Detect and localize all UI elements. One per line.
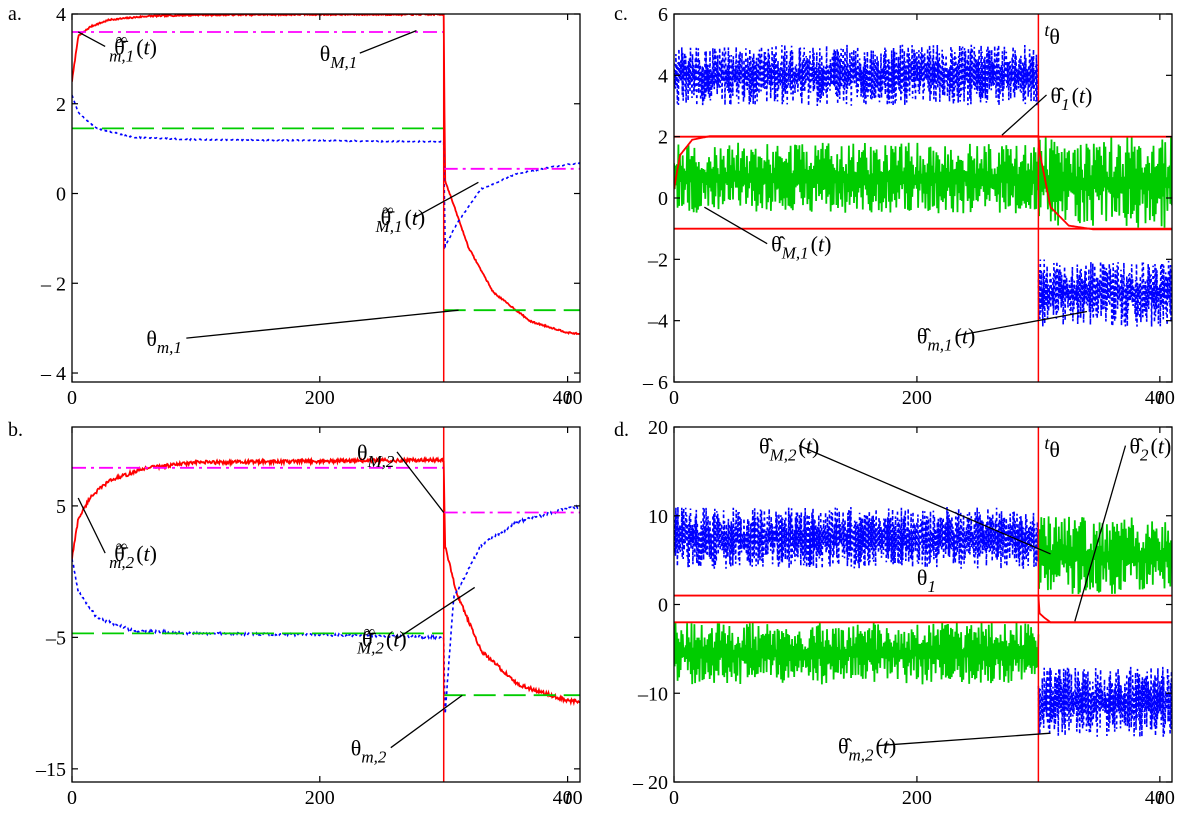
y-tick-label: 20 — [648, 417, 668, 439]
annotation-label: θ̂M,1(t) — [771, 232, 831, 263]
x-tick-label: 0 — [669, 387, 679, 409]
annotation-label: θm,2 — [351, 736, 387, 767]
series-line — [72, 455, 580, 707]
y-tick-label: 0 — [56, 184, 66, 206]
y-tick-label: 5 — [56, 496, 66, 518]
panel-label: c. — [614, 3, 628, 25]
panel-label: d. — [614, 419, 629, 441]
annotation-leader — [359, 30, 417, 54]
series-line — [72, 504, 580, 714]
y-tick-label: –5 — [45, 627, 66, 649]
series-line — [674, 44, 1039, 107]
y-tick-label: – 20 — [632, 772, 668, 794]
x-axis-label: t — [565, 384, 572, 409]
y-tick-label: 2 — [56, 94, 66, 116]
x-tick-label: 0 — [669, 787, 679, 809]
y-tick-label: 4 — [658, 65, 668, 87]
annotation-label: θm,1 — [146, 326, 182, 357]
plot-area — [674, 506, 1172, 738]
x-tick-label: 200 — [902, 387, 932, 409]
panel-d: d. 0 200 400 20 10 0 –10 – 20 t tθ θ̂M,2(t) θ̂2(t) θ1… — [614, 417, 1175, 809]
x-axis-label: t — [565, 784, 572, 809]
annotation-leader — [415, 181, 479, 218]
series-line — [674, 594, 1172, 624]
x-tick-label: 200 — [305, 387, 335, 409]
switch-time-label: tθ — [1044, 433, 1060, 462]
y-tick-label: –10 — [637, 683, 668, 705]
series-line — [1037, 516, 1172, 595]
y-tick-label: – 2 — [40, 273, 66, 295]
annotation-leader — [396, 586, 476, 640]
annotation-label: θM,1 — [320, 41, 357, 72]
annotation-label: θ̄∞ m,1(t) — [109, 31, 157, 65]
annotation-label: θ̂1(t) — [1051, 83, 1093, 114]
y-tick-label: –15 — [35, 759, 66, 781]
plot-frame — [71, 13, 581, 383]
series-line — [1037, 666, 1172, 738]
x-tick-label: 200 — [902, 787, 932, 809]
plot-area — [674, 44, 1172, 327]
x-tick-label: 0 — [67, 387, 77, 409]
x-tick-label: 400 — [1145, 387, 1175, 409]
x-tick-label: 200 — [305, 787, 335, 809]
plot-frame — [71, 426, 581, 783]
annotation-leader — [396, 451, 445, 513]
panel-b: b. 0 200 400 5 –5 –15 t θ̄∞ m,2(t) θM,2 θ̄∞ M,2(t) θm… — [8, 419, 583, 809]
annotation-label: θ1 — [917, 565, 936, 596]
annotation-label: θ̂2(t) — [1129, 434, 1171, 465]
plot-frame — [673, 426, 1173, 783]
annotation-leader — [77, 497, 106, 554]
annotation-label: θ̂m,2(t) — [838, 734, 896, 765]
panel-a: a. 0 200 400 4 2 0 – 2 – 4 t θ̄∞ m,1(t) θM,1 θ̄∞ M,1(t… — [8, 3, 583, 409]
annotation-label: θ̄∞ M,1(t) — [375, 202, 426, 236]
plot-area — [72, 14, 580, 336]
y-tick-label: – 6 — [642, 372, 668, 394]
annotation-leader — [704, 206, 768, 245]
x-axis-label: t — [1157, 784, 1164, 809]
plot-area — [72, 455, 580, 714]
annotation-leader — [77, 31, 106, 47]
y-tick-label: –2 — [647, 249, 668, 271]
series-line — [674, 142, 1040, 214]
y-tick-label: 2 — [658, 127, 668, 149]
annotation-leader — [186, 309, 459, 339]
annotation-label: θ̂m,1(t) — [917, 324, 975, 355]
annotation-leader — [390, 694, 463, 749]
x-tick-label: 0 — [67, 787, 77, 809]
y-tick-label: 4 — [56, 4, 66, 26]
series-line — [674, 506, 1039, 569]
y-tick-label: 0 — [658, 595, 668, 617]
annotation-label: θM,2 — [357, 440, 395, 471]
y-tick-label: – 4 — [40, 363, 66, 385]
annotation-leader — [1074, 445, 1127, 622]
y-tick-label: 0 — [658, 188, 668, 210]
series-line — [674, 622, 1040, 685]
panel-label: b. — [8, 419, 23, 441]
x-tick-label: 400 — [553, 387, 583, 409]
annotation-leader — [798, 445, 1051, 555]
switch-time-label: tθ — [1044, 20, 1060, 49]
series-line — [1037, 136, 1172, 228]
x-axis-label: t — [1157, 384, 1164, 409]
series-line — [72, 14, 580, 336]
panel-label: a. — [8, 3, 22, 25]
annotation-label: θ̄∞ M,2(t) — [356, 624, 407, 658]
annotation-leader — [956, 310, 1088, 337]
y-tick-label: 10 — [648, 506, 668, 528]
x-tick-label: 400 — [553, 787, 583, 809]
y-tick-label: 6 — [658, 4, 668, 26]
annotation-leader — [877, 732, 1051, 747]
y-tick-label: –4 — [647, 311, 668, 333]
x-tick-label: 400 — [1145, 787, 1175, 809]
annotation-label: θ̂M,2(t) — [759, 434, 819, 465]
series-line — [72, 94, 580, 250]
annotation-leader — [1001, 94, 1047, 136]
series-line — [1037, 259, 1172, 327]
annotation-label: θ̄∞ m,2(t) — [109, 538, 157, 572]
